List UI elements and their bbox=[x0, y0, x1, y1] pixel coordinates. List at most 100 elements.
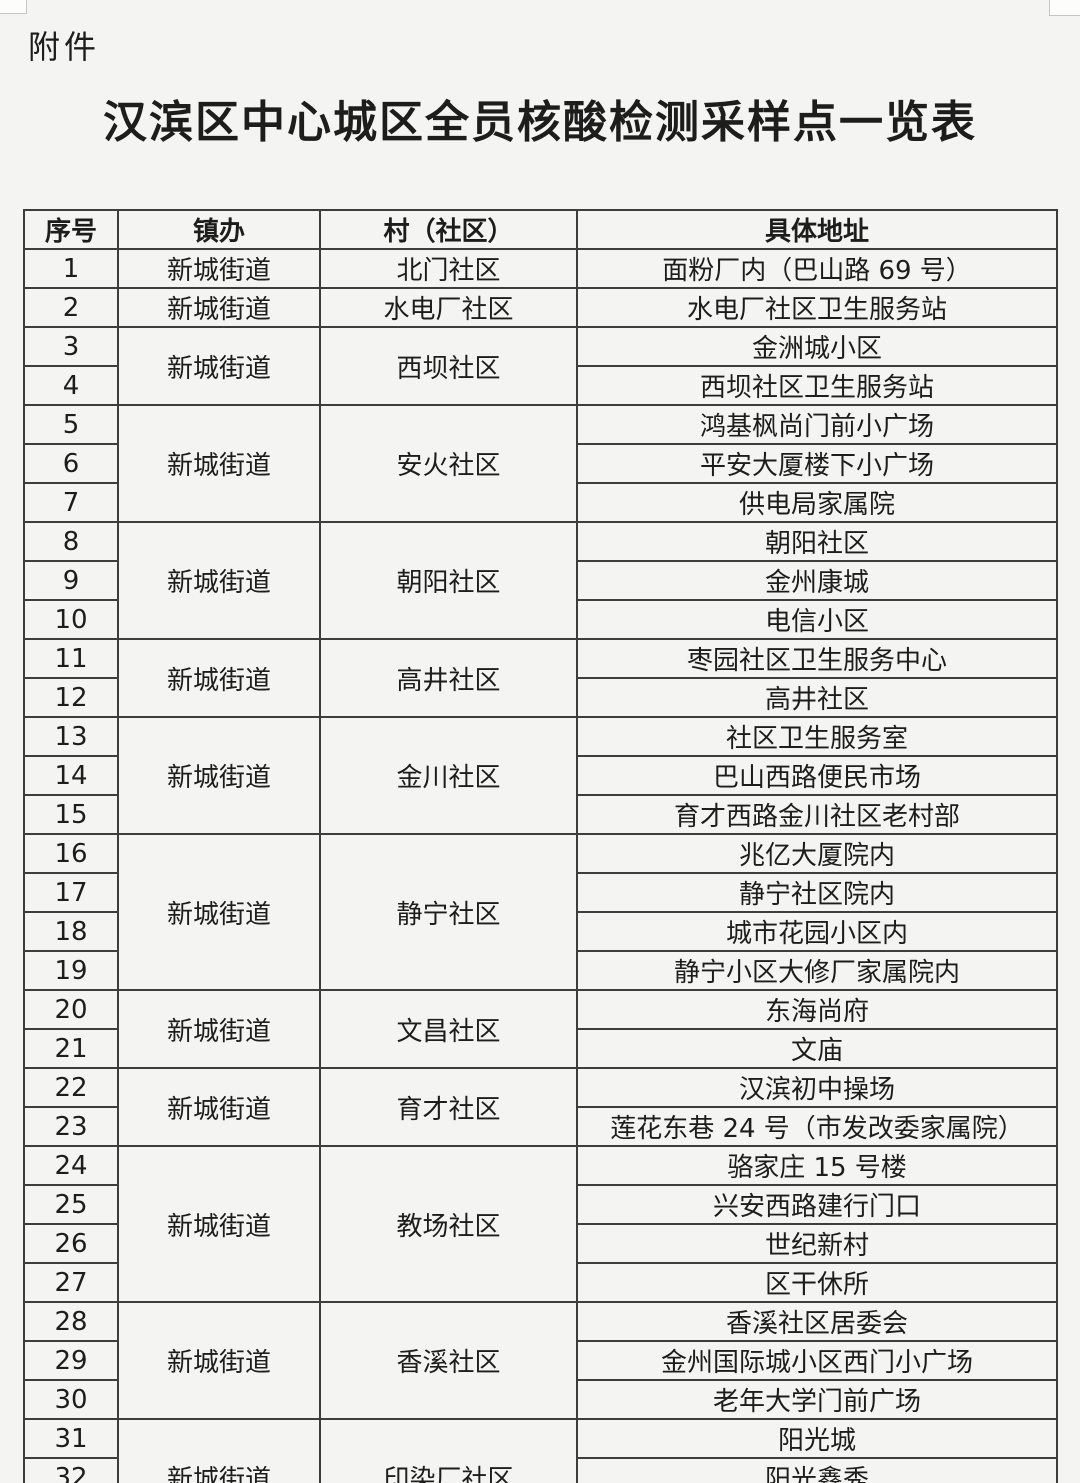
header-address: 具体地址 bbox=[576, 209, 1058, 250]
town-cell: 新城街道 bbox=[117, 287, 321, 328]
address-cell: 静宁社区院内 bbox=[576, 872, 1058, 913]
row-number-cell: 1 bbox=[23, 248, 119, 289]
address-cell: 朝阳社区 bbox=[576, 521, 1058, 562]
town-cell: 新城街道 bbox=[117, 989, 321, 1069]
table-row: 19 静宁小区大修厂家属院内 bbox=[23, 950, 1058, 991]
row-number-cell: 6 bbox=[23, 443, 119, 484]
row-number-cell: 2 bbox=[23, 287, 119, 328]
table-row: 16 新城街道 静宁社区 兆亿大厦院内 bbox=[23, 833, 1058, 991]
table-row: 22 新城街道 育才社区 汉滨初中操场 bbox=[23, 1067, 1058, 1147]
address-cell: 枣园社区卫生服务中心 bbox=[576, 638, 1058, 679]
table-row: 7 供电局家属院 bbox=[23, 482, 1058, 523]
address-cell: 水电厂社区卫生服务站 bbox=[576, 287, 1058, 328]
row-number-cell: 5 bbox=[23, 404, 119, 445]
row-number-cell: 23 bbox=[23, 1106, 119, 1147]
row-number-cell: 3 bbox=[23, 326, 119, 367]
row-number-cell: 14 bbox=[23, 755, 119, 796]
table-row: 18 城市花园小区内 bbox=[23, 911, 1058, 952]
community-cell: 金川社区 bbox=[319, 716, 578, 835]
table-header-row: 序号 镇办 村（社区） 具体地址 bbox=[23, 209, 1058, 250]
row-number-cell: 20 bbox=[23, 989, 119, 1030]
row-number-cell: 27 bbox=[23, 1262, 119, 1303]
community-cell: 水电厂社区 bbox=[319, 287, 578, 328]
row-number-cell: 16 bbox=[23, 833, 119, 874]
row-number-cell: 30 bbox=[23, 1379, 119, 1420]
address-cell: 西坝社区卫生服务站 bbox=[576, 365, 1058, 406]
address-cell: 兴安西路建行门口 bbox=[576, 1184, 1058, 1225]
address-cell: 世纪新村 bbox=[576, 1223, 1058, 1264]
address-cell: 阳光鑫秀 bbox=[576, 1457, 1058, 1483]
table-row: 26 世纪新村 bbox=[23, 1223, 1058, 1264]
address-cell: 电信小区 bbox=[576, 599, 1058, 640]
row-number-cell: 4 bbox=[23, 365, 119, 406]
address-cell: 金州康城 bbox=[576, 560, 1058, 601]
table-row: 9 金州康城 bbox=[23, 560, 1058, 601]
table-row: 21 文庙 bbox=[23, 1028, 1058, 1069]
table-row: 31 新城街道 印染厂社区 阳光城 bbox=[23, 1418, 1058, 1483]
address-cell: 社区卫生服务室 bbox=[576, 716, 1058, 757]
town-cell: 新城街道 bbox=[117, 521, 321, 640]
address-cell: 区干休所 bbox=[576, 1262, 1058, 1303]
address-cell: 金州国际城小区西门小广场 bbox=[576, 1340, 1058, 1381]
table-row: 24 新城街道 教场社区 骆家庄 15 号楼 bbox=[23, 1145, 1058, 1303]
sampling-points-table: 序号 镇办 村（社区） 具体地址 1 新城街道 北门社区 面粉厂内（巴山路 69… bbox=[23, 209, 1058, 1483]
table-row: 10 电信小区 bbox=[23, 599, 1058, 640]
table-row: 23 莲花东巷 24 号（市发改委家属院） bbox=[23, 1106, 1058, 1147]
town-cell: 新城街道 bbox=[117, 1301, 321, 1420]
community-cell: 教场社区 bbox=[319, 1145, 578, 1303]
town-cell: 新城街道 bbox=[117, 326, 321, 406]
table-row: 15 育才西路金川社区老村部 bbox=[23, 794, 1058, 835]
table-row: 13 新城街道 金川社区 社区卫生服务室 bbox=[23, 716, 1058, 835]
table-row: 25 兴安西路建行门口 bbox=[23, 1184, 1058, 1225]
address-cell: 汉滨初中操场 bbox=[576, 1067, 1058, 1108]
table-row: 30 老年大学门前广场 bbox=[23, 1379, 1058, 1420]
community-cell: 朝阳社区 bbox=[319, 521, 578, 640]
address-cell: 面粉厂内（巴山路 69 号） bbox=[576, 248, 1058, 289]
address-cell: 巴山西路便民市场 bbox=[576, 755, 1058, 796]
address-cell: 鸿基枫尚门前小广场 bbox=[576, 404, 1058, 445]
town-cell: 新城街道 bbox=[117, 833, 321, 991]
address-cell: 城市花园小区内 bbox=[576, 911, 1058, 952]
screenshot-corner-artifact-left bbox=[0, 0, 27, 14]
community-cell: 文昌社区 bbox=[319, 989, 578, 1069]
row-number-cell: 10 bbox=[23, 599, 119, 640]
community-cell: 安火社区 bbox=[319, 404, 578, 523]
row-number-cell: 13 bbox=[23, 716, 119, 757]
row-number-cell: 24 bbox=[23, 1145, 119, 1186]
table-row: 32 阳光鑫秀 bbox=[23, 1457, 1058, 1483]
table-row: 2 新城街道 水电厂社区 水电厂社区卫生服务站 bbox=[23, 287, 1058, 328]
row-number-cell: 18 bbox=[23, 911, 119, 952]
address-cell: 香溪社区居委会 bbox=[576, 1301, 1058, 1342]
community-cell: 印染厂社区 bbox=[319, 1418, 578, 1483]
address-cell: 文庙 bbox=[576, 1028, 1058, 1069]
community-cell: 育才社区 bbox=[319, 1067, 578, 1147]
row-number-cell: 32 bbox=[23, 1457, 119, 1483]
row-number-cell: 11 bbox=[23, 638, 119, 679]
address-cell: 莲花东巷 24 号（市发改委家属院） bbox=[576, 1106, 1058, 1147]
table-row: 3 新城街道 西坝社区 金洲城小区 bbox=[23, 326, 1058, 406]
town-cell: 新城街道 bbox=[117, 638, 321, 718]
table-row: 27 区干休所 bbox=[23, 1262, 1058, 1303]
row-number-cell: 21 bbox=[23, 1028, 119, 1069]
table-row: 14 巴山西路便民市场 bbox=[23, 755, 1058, 796]
community-cell: 高井社区 bbox=[319, 638, 578, 718]
community-cell: 静宁社区 bbox=[319, 833, 578, 991]
table-row: 20 新城街道 文昌社区 东海尚府 bbox=[23, 989, 1058, 1069]
community-cell: 北门社区 bbox=[319, 248, 578, 289]
town-cell: 新城街道 bbox=[117, 1067, 321, 1147]
row-number-cell: 9 bbox=[23, 560, 119, 601]
town-cell: 新城街道 bbox=[117, 1145, 321, 1303]
town-cell: 新城街道 bbox=[117, 716, 321, 835]
row-number-cell: 8 bbox=[23, 521, 119, 562]
community-cell: 西坝社区 bbox=[319, 326, 578, 406]
address-cell: 骆家庄 15 号楼 bbox=[576, 1145, 1058, 1186]
row-number-cell: 22 bbox=[23, 1067, 119, 1108]
attachment-label: 附件 bbox=[28, 28, 101, 66]
address-cell: 兆亿大厦院内 bbox=[576, 833, 1058, 874]
table-row: 4 西坝社区卫生服务站 bbox=[23, 365, 1058, 406]
row-number-cell: 12 bbox=[23, 677, 119, 718]
address-cell: 平安大厦楼下小广场 bbox=[576, 443, 1058, 484]
row-number-cell: 29 bbox=[23, 1340, 119, 1381]
address-cell: 老年大学门前广场 bbox=[576, 1379, 1058, 1420]
